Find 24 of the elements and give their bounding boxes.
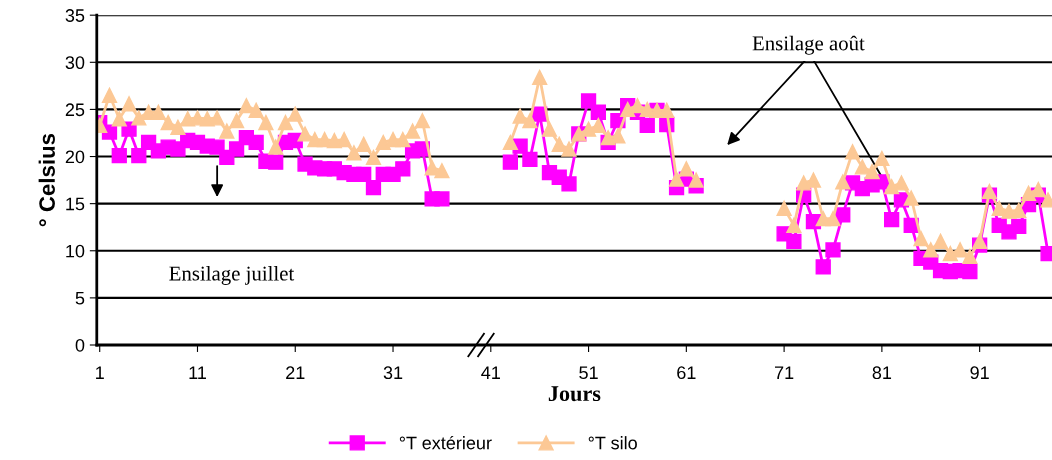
y-tick-label: 30 — [65, 56, 85, 70]
y-tick-label: 10 — [66, 244, 85, 258]
x-tick-label: 81 — [872, 366, 892, 380]
annotation: Ensilage juillet — [169, 265, 295, 285]
y-axis-title: ° Celsius — [38, 133, 55, 227]
x-tick-label: 51 — [579, 366, 598, 380]
x-axis-title: Jours — [548, 386, 601, 402]
y-tick-label: 15 — [66, 197, 85, 211]
legend-label: °T extérieur — [399, 435, 492, 450]
y-tick-label: 0 — [75, 338, 85, 352]
x-tick-label: 11 — [189, 366, 206, 379]
x-tick-label: 91 — [970, 366, 989, 380]
x-tick-label: 21 — [286, 366, 305, 379]
x-tick-label: 31 — [383, 366, 403, 380]
y-tick-label: 35 — [65, 9, 85, 22]
legend-label: °T silo — [588, 436, 637, 450]
x-tick-label: 71 — [774, 366, 794, 379]
x-tick-label: 41 — [481, 366, 500, 379]
y-tick-label: 5 — [75, 292, 85, 305]
y-tick-label: 20 — [65, 150, 85, 164]
x-tick-label: 1 — [96, 366, 104, 379]
x-tick-label: 61 — [677, 366, 696, 380]
y-tick-label: 25 — [65, 103, 85, 117]
annotation: Ensilage août — [752, 35, 865, 55]
